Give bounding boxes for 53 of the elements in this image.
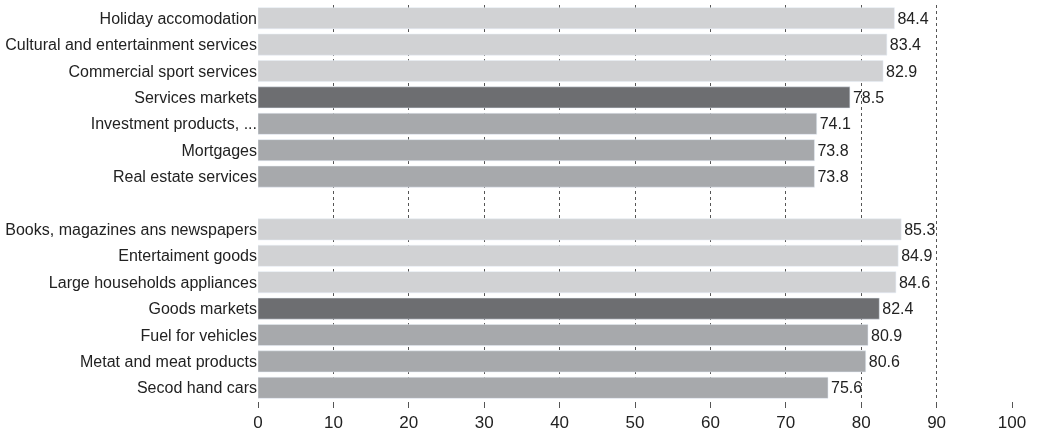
bar (258, 271, 897, 294)
x-tick-label: 90 (927, 413, 947, 433)
x-tick-label: 60 (700, 413, 720, 433)
bar (258, 86, 851, 109)
y-tick-label: Metat and meat products (80, 353, 257, 370)
bar (258, 33, 888, 56)
data-label: 82.4 (882, 300, 914, 318)
data-label: 84.4 (897, 9, 929, 27)
bar (258, 244, 899, 267)
x-tick-label: 20 (399, 413, 419, 433)
data-label: 85.3 (904, 220, 936, 238)
bar (258, 112, 817, 135)
y-tick-label: Services markets (134, 89, 257, 106)
bar (258, 350, 866, 373)
bar (258, 324, 869, 346)
x-tick-label: 30 (474, 413, 494, 433)
y-tick-label: Real estate services (112, 168, 257, 186)
data-label: 74.1 (819, 115, 851, 133)
x-tick-label: 0 (253, 413, 263, 433)
y-tick-label: Investment products, ... (90, 115, 257, 133)
bar (258, 7, 895, 30)
y-tick-label: Commercial sport services (68, 62, 257, 80)
bar (258, 297, 880, 320)
data-label: 83.4 (889, 36, 922, 54)
x-tick-label: 10 (323, 413, 343, 433)
bar (258, 218, 902, 241)
y-tick-label: Cultural and entertainment services (5, 36, 257, 54)
data-label: 84.9 (901, 247, 933, 265)
y-tick-label: Books, magazines ans newspapers (5, 221, 257, 238)
data-label: 75.6 (831, 379, 863, 397)
bar (258, 165, 815, 188)
data-label: 82.9 (886, 62, 918, 80)
y-tick-label: Mortgages (181, 141, 257, 159)
data-label: 78.5 (852, 88, 885, 106)
y-tick-label: Entertaiment goods (118, 247, 257, 265)
bar (258, 376, 829, 399)
y-tick-label: Secod hand cars (136, 379, 257, 397)
y-tick-label: Goods markets (148, 300, 257, 318)
y-tick-label: Holiday accomodation (99, 9, 257, 27)
x-tick-label: 40 (550, 413, 570, 433)
x-tick-label: 100 (997, 413, 1027, 433)
data-label: 84.6 (898, 273, 931, 291)
y-tick-label: Large households appliances (48, 273, 257, 291)
data-label: 73.8 (817, 168, 849, 186)
x-tick-label: 70 (776, 413, 796, 433)
bar (258, 60, 884, 82)
bar (258, 139, 815, 162)
data-label: 73.8 (817, 141, 849, 159)
data-label: 80.9 (870, 326, 903, 344)
y-tick-label: Fuel for vehicles (140, 326, 257, 344)
x-tick-label: 80 (851, 413, 871, 433)
x-tick-label: 50 (625, 413, 645, 433)
data-label: 80.6 (868, 352, 900, 370)
